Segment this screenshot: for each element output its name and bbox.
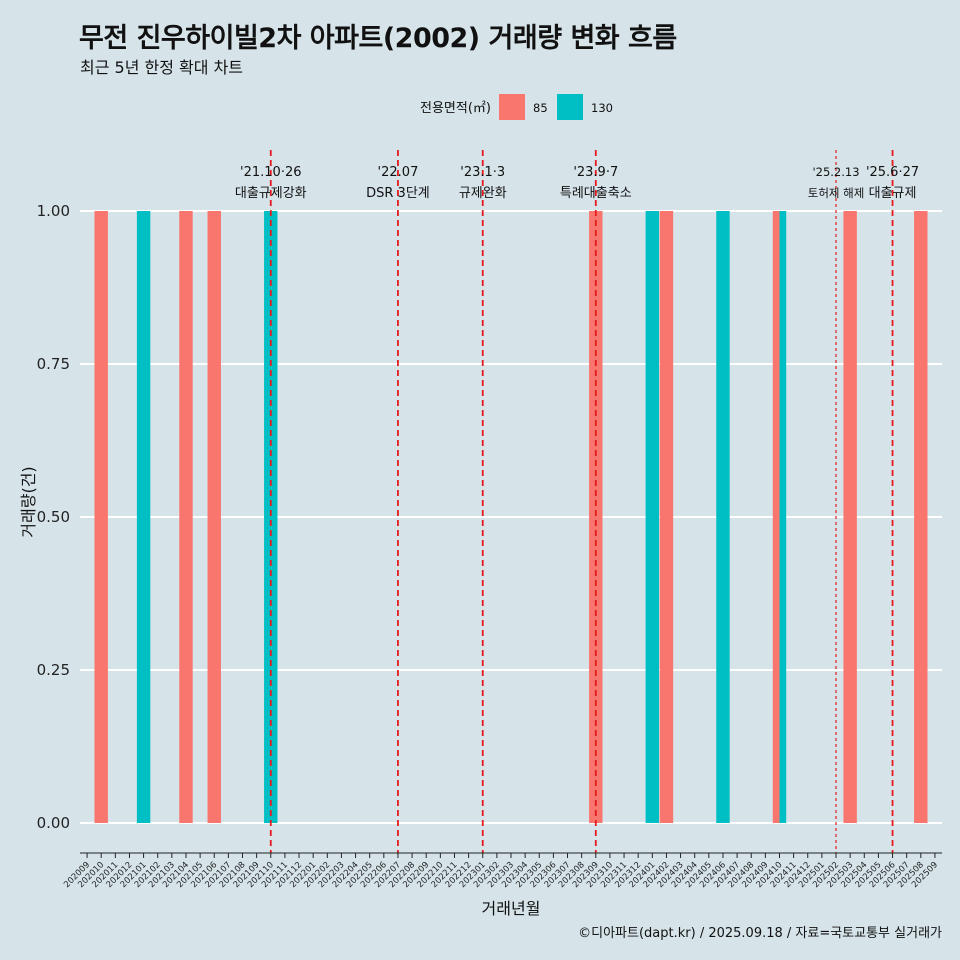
chart-subtitle: 최근 5년 한정 확대 차트 [80,58,244,77]
chart-title: 무전 진우하이빌2차 아파트(2002) 거래량 변화 흐름 [79,23,677,54]
event-label: 규제완화 [459,186,507,201]
y-tick-label: 0.50 [37,508,70,526]
legend-title: 전용면적(㎡) [420,101,491,116]
y-tick-label: 0.25 [37,661,70,679]
bar-130-202110 [264,211,278,823]
source-caption: ©디아파트(dapt.kr) / 2025.09.18 / 자료=국토교통부 실… [578,926,942,941]
event-label: 특례대출축소 [560,186,632,201]
legend-swatch-130 [557,94,583,120]
bar-85-202410 [772,211,780,823]
event-date: '21.10·26 [240,165,301,180]
y-tick-label: 1.00 [37,202,70,220]
y-tick-label: 0.00 [37,814,70,832]
bar-85-202309 [589,211,603,823]
bar-85-202010 [94,211,108,823]
bar-130-202410 [779,211,787,823]
bar-85-202106 [207,211,221,823]
event-label: 대출규제 [869,186,917,201]
bar-130-202401 [645,211,660,823]
bar-130-202101 [136,211,151,823]
event-label: DSR 3단계 [366,186,430,201]
event-date: '25.6·27 [866,165,919,180]
legend-swatch-85 [499,94,525,120]
y-axis-title: 거래량(건) [19,466,38,537]
bar-85-202402 [659,211,674,823]
y-tick-label: 0.75 [37,355,70,373]
x-axis-title: 거래년월 [482,899,541,918]
event-date: '25.2.13 [812,165,859,179]
event-date: '22.07 [378,165,419,180]
bar-85-202508 [914,211,928,823]
event-label: 토허제 해제 [808,186,865,200]
bar-85-202104 [179,211,193,823]
bar-85-202503 [843,211,857,823]
event-date: '23.9·7 [573,165,618,180]
legend-label-85: 85 [533,101,548,115]
event-label: 대출규제강화 [235,186,307,201]
legend-label-130: 130 [591,101,613,115]
event-date: '23.1·3 [460,165,505,180]
bar-130-202406 [716,211,730,823]
